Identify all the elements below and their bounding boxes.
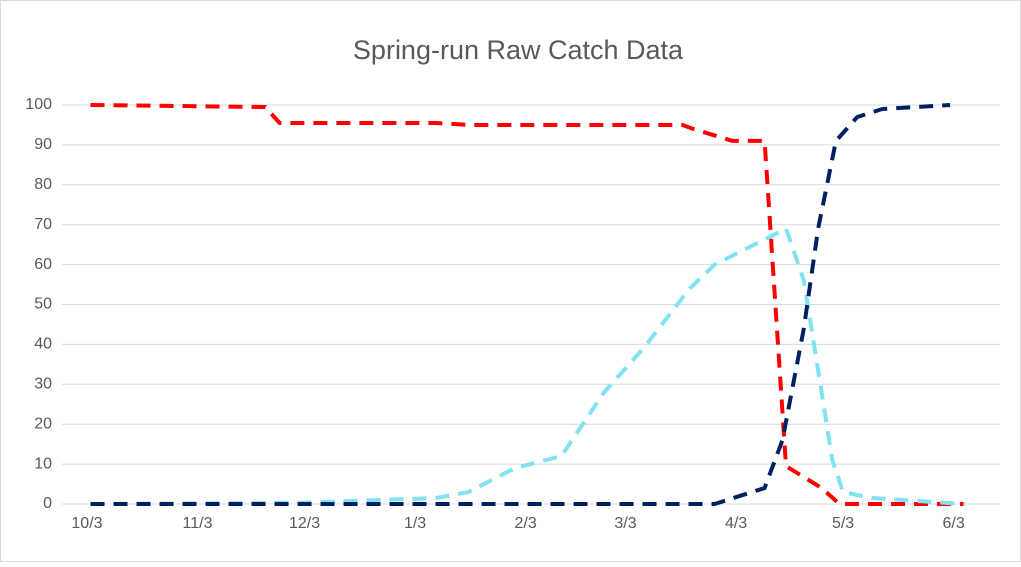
x-tick-label: 4/3	[725, 515, 747, 532]
y-tick-label: 60	[34, 256, 52, 273]
y-tick-label: 40	[34, 336, 52, 353]
line-series	[90, 103, 965, 506]
y-tick-label: 10	[34, 455, 52, 472]
chart-title: Spring-run Raw Catch Data	[353, 35, 684, 65]
x-tick-label: 2/3	[515, 515, 537, 532]
x-tick-label: 3/3	[614, 515, 636, 532]
x-tick-label: 11/3	[183, 515, 213, 532]
y-tick-label: 100	[25, 96, 52, 113]
x-tick-label: 5/3	[832, 515, 854, 532]
y-tick-label: 80	[34, 176, 52, 193]
line-series	[90, 103, 951, 506]
x-tick-label: 1/3	[404, 515, 426, 532]
y-tick-label: 30	[34, 376, 52, 393]
y-tick-label: 0	[43, 495, 52, 512]
y-tick-label: 70	[34, 216, 52, 233]
y-tick-label: 20	[34, 415, 52, 432]
x-tick-label: 6/3	[943, 515, 965, 532]
y-tick-label: 90	[34, 136, 52, 153]
x-tick-label: 10/3	[71, 515, 102, 532]
x-tick-label: 12/3	[289, 515, 320, 532]
y-tick-label: 50	[34, 296, 52, 313]
line-series	[90, 226, 965, 506]
